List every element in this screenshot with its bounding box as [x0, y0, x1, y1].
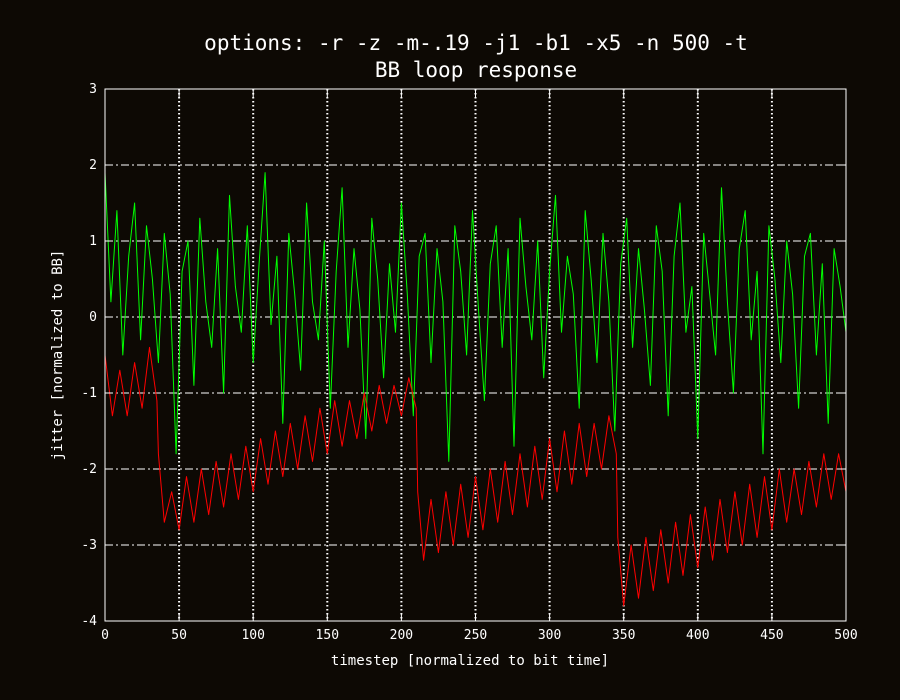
- x-axis-label: timestep [normalized to bit time]: [331, 653, 609, 669]
- x-tick-label: 0: [101, 628, 109, 643]
- x-tick-label: 50: [171, 628, 187, 643]
- axis-ticks: 0 50 100 150 200 250 300 350 400 450 500 -4 -3 -2 -1 0 1…: [81, 82, 857, 643]
- y-tick-label: 3: [89, 82, 97, 97]
- x-tick-label: 150: [316, 628, 339, 643]
- series-layer: [104, 172, 847, 607]
- x-tick-label: 200: [390, 628, 413, 643]
- x-tick-label: 400: [686, 628, 709, 643]
- chart-title-line1: options: -r -z -m-.19 -j1 -b1 -x5 -n 500…: [204, 31, 748, 55]
- y-axis-label: jitter [normalized to BB]: [50, 250, 66, 461]
- y-tick-label: -3: [81, 538, 97, 553]
- x-tick-label: 100: [241, 628, 264, 643]
- x-tick-label: 450: [760, 628, 783, 643]
- x-tick-label: 300: [538, 628, 561, 643]
- chart-title-line2: BB loop response: [375, 58, 577, 82]
- x-tick-label: 500: [834, 628, 857, 643]
- series-line-1: [104, 346, 847, 607]
- x-tick-label: 350: [612, 628, 635, 643]
- grid-lines: [105, 89, 846, 621]
- x-tick-label: 250: [464, 628, 487, 643]
- y-tick-label: 1: [89, 234, 97, 249]
- y-tick-label: -1: [81, 386, 97, 401]
- y-tick-label: 2: [89, 158, 97, 173]
- y-tick-label: -4: [81, 614, 97, 629]
- y-tick-label: 0: [89, 310, 97, 325]
- y-tick-label: -2: [81, 462, 97, 477]
- series-line-0: [104, 172, 847, 462]
